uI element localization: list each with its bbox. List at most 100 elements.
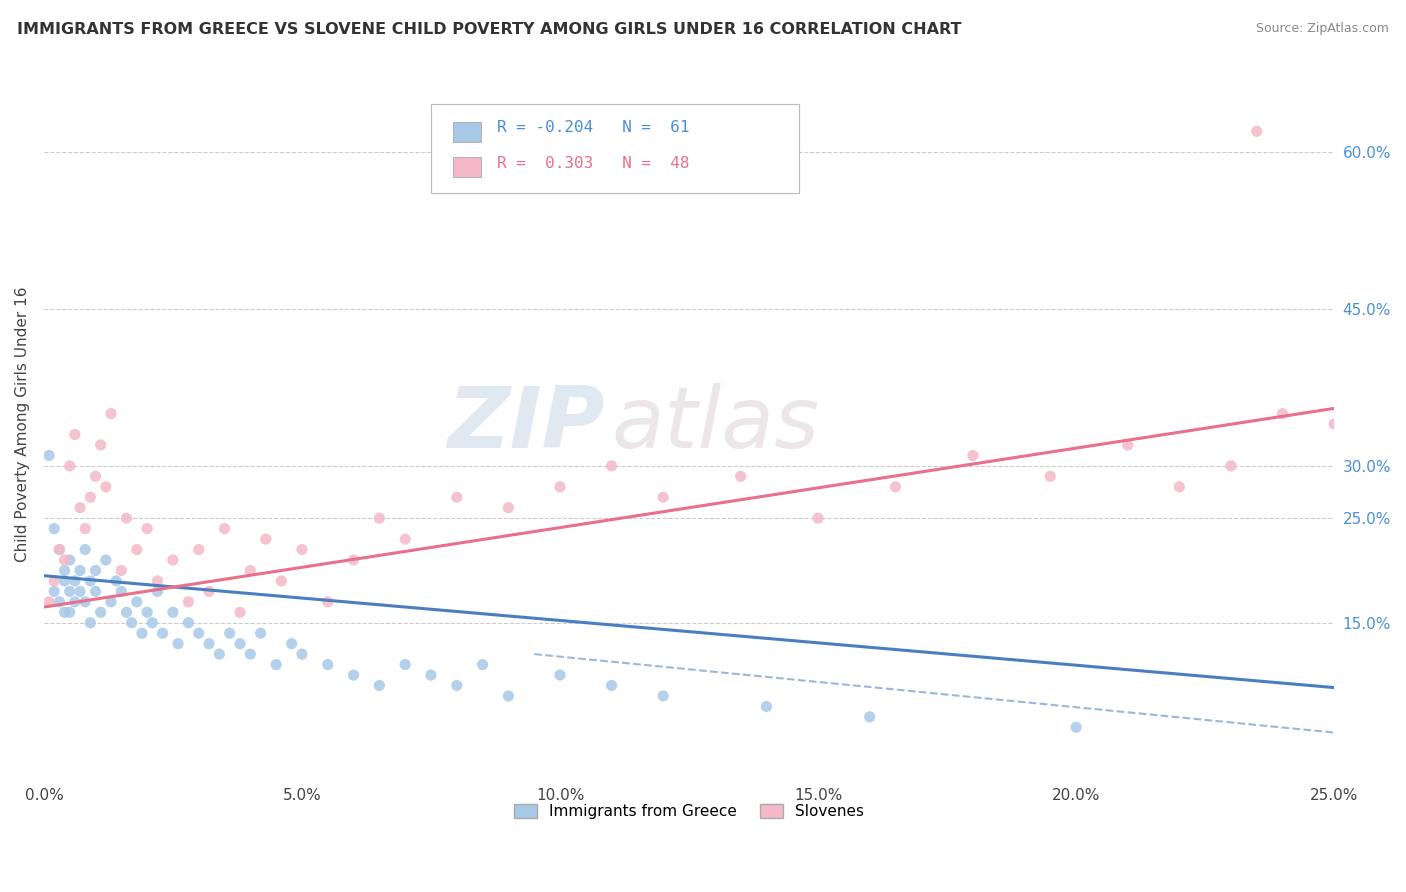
Point: [38, 449, 60, 463]
Point: [44, 522, 66, 536]
Point: [208, 647, 231, 661]
Point: [44, 574, 66, 588]
Point: [121, 615, 143, 630]
Point: [254, 532, 277, 546]
Point: [187, 626, 209, 640]
Point: [125, 542, 148, 557]
Point: [59, 553, 82, 567]
Point: [125, 595, 148, 609]
Point: [90, 438, 112, 452]
Point: [198, 637, 221, 651]
Point: [1323, 417, 1346, 431]
Point: [291, 647, 314, 661]
Text: atlas: atlas: [612, 383, 820, 466]
Point: [75, 522, 97, 536]
Point: [229, 605, 252, 619]
Text: Source: ZipAtlas.com: Source: ZipAtlas.com: [1256, 22, 1389, 36]
Point: [84, 469, 107, 483]
Point: [264, 657, 287, 672]
Point: [652, 689, 675, 703]
Point: [239, 647, 262, 661]
Point: [1168, 480, 1191, 494]
Point: [94, 553, 117, 567]
Point: [498, 500, 520, 515]
Point: [218, 626, 240, 640]
Point: [859, 710, 882, 724]
Point: [110, 564, 132, 578]
Point: [75, 542, 97, 557]
Point: [652, 490, 675, 504]
Point: [44, 584, 66, 599]
Point: [100, 595, 122, 609]
Point: [342, 553, 364, 567]
Text: IMMIGRANTS FROM GREECE VS SLOVENE CHILD POVERTY AMONG GIRLS UNDER 16 CORRELATION: IMMIGRANTS FROM GREECE VS SLOVENE CHILD …: [17, 22, 962, 37]
Point: [136, 522, 159, 536]
Point: [446, 678, 468, 692]
Point: [48, 595, 70, 609]
Point: [146, 574, 169, 588]
Point: [48, 542, 70, 557]
Point: [131, 626, 153, 640]
Point: [162, 605, 184, 619]
Point: [79, 490, 101, 504]
Point: [187, 542, 209, 557]
FancyBboxPatch shape: [432, 104, 799, 193]
Point: [79, 574, 101, 588]
Point: [198, 584, 221, 599]
Point: [394, 657, 416, 672]
Point: [69, 584, 91, 599]
Point: [394, 532, 416, 546]
Point: [1246, 124, 1268, 138]
Point: [59, 458, 82, 473]
Point: [1039, 469, 1062, 483]
Point: [446, 490, 468, 504]
Point: [807, 511, 830, 525]
Point: [600, 678, 623, 692]
Point: [316, 657, 339, 672]
Point: [1271, 407, 1294, 421]
Point: [53, 605, 76, 619]
Point: [59, 584, 82, 599]
Point: [368, 678, 391, 692]
Point: [270, 574, 292, 588]
Point: [962, 449, 984, 463]
Legend: Immigrants from Greece, Slovenes: Immigrants from Greece, Slovenes: [508, 798, 870, 825]
Point: [115, 511, 138, 525]
Point: [420, 668, 443, 682]
Point: [38, 595, 60, 609]
Point: [53, 564, 76, 578]
Point: [48, 542, 70, 557]
Point: [239, 564, 262, 578]
Point: [84, 584, 107, 599]
Point: [167, 637, 190, 651]
Point: [1064, 720, 1087, 734]
Point: [280, 637, 302, 651]
Point: [249, 626, 271, 640]
Point: [69, 564, 91, 578]
Point: [342, 668, 364, 682]
Point: [1219, 458, 1241, 473]
Point: [368, 511, 391, 525]
Point: [79, 615, 101, 630]
Point: [141, 615, 163, 630]
Point: [162, 553, 184, 567]
Point: [177, 615, 200, 630]
Point: [600, 458, 623, 473]
Point: [90, 605, 112, 619]
Point: [152, 626, 174, 640]
Point: [84, 564, 107, 578]
Point: [63, 574, 86, 588]
Point: [59, 605, 82, 619]
Point: [94, 480, 117, 494]
Point: [316, 595, 339, 609]
Point: [548, 668, 571, 682]
Point: [69, 500, 91, 515]
Point: [115, 605, 138, 619]
Point: [548, 480, 571, 494]
Point: [214, 522, 236, 536]
Bar: [453, 122, 481, 142]
Point: [63, 427, 86, 442]
Point: [110, 584, 132, 599]
Point: [53, 574, 76, 588]
Text: R =  0.303   N =  48: R = 0.303 N = 48: [496, 155, 689, 170]
